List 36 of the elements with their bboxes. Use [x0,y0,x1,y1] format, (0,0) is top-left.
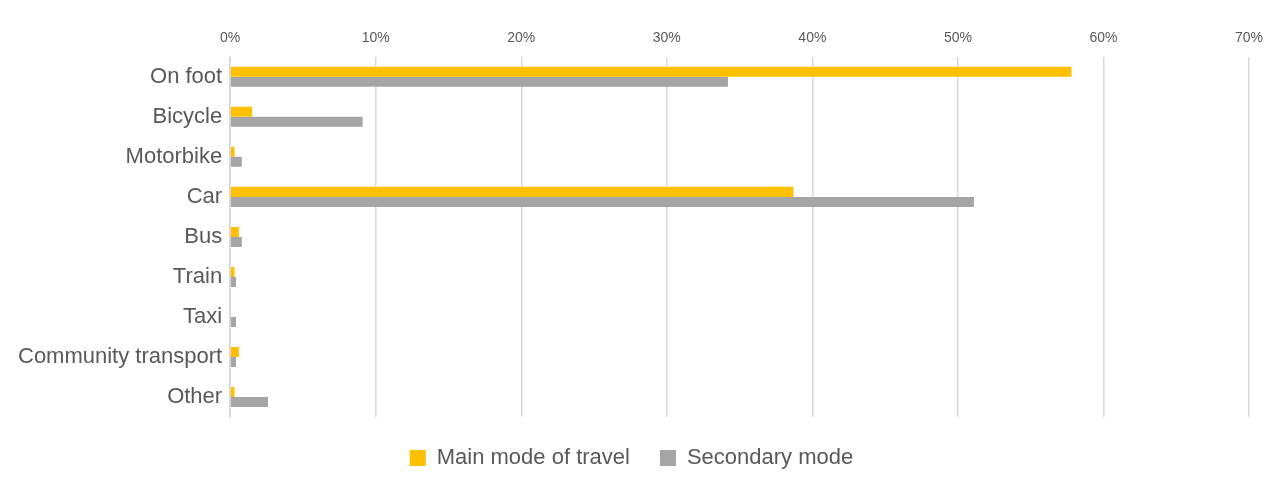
y-tick-label: On foot [150,62,223,88]
bar [230,186,794,197]
bar [230,116,363,127]
x-tick-label: 40% [798,29,827,46]
bar [230,156,242,167]
bar [230,316,236,327]
x-tick-label: 60% [1089,29,1118,46]
legend-label: Main mode of travel [436,444,630,470]
bar [230,266,235,277]
legend-label: Secondary mode [686,444,854,470]
bar [230,236,242,247]
bar [230,396,269,407]
bar [230,356,236,367]
x-tick-label: 70% [1234,29,1264,46]
x-tick-label: 30% [652,29,681,46]
y-tick-label: Motorbike [125,142,223,168]
bar [230,66,1072,77]
bar [230,386,235,397]
y-tick-label: Train [172,262,223,288]
x-tick-label: 20% [507,29,536,46]
y-tick-label: Taxi [183,303,223,329]
y-tick-label: Bicycle [152,102,223,128]
bar [230,106,253,117]
y-tick-label: Other [167,383,223,409]
bar [230,276,236,287]
x-tick-label: 50% [943,29,972,46]
bar [230,76,728,87]
bar [230,346,239,357]
x-tick-label: 10% [361,29,390,46]
bar [230,146,235,157]
bar [230,196,974,207]
x-tick-label: 0% [220,29,241,46]
bar [230,226,239,237]
y-tick-label: Car [186,182,223,208]
y-tick-label: Community transport [17,343,223,369]
y-tick-label: Bus [184,222,223,248]
